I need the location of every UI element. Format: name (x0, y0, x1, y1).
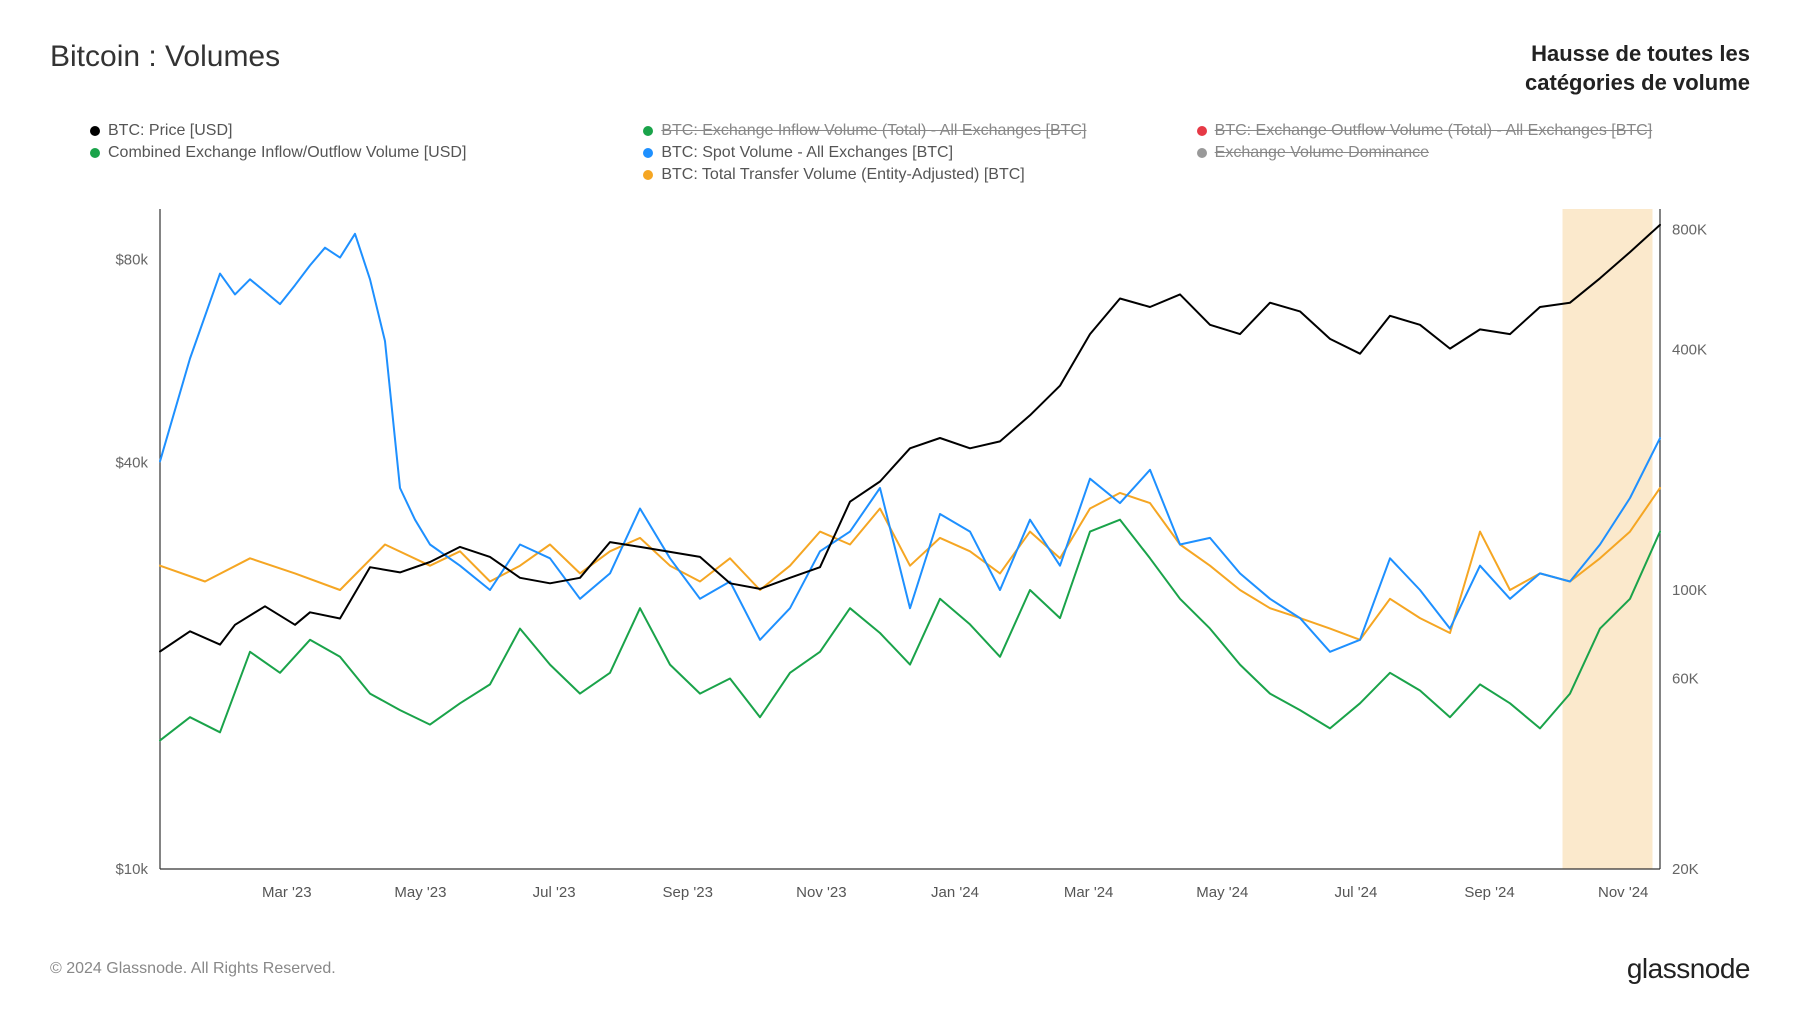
y-right-tick-label: 60K (1672, 671, 1699, 688)
y-left-tick-label: $10k (115, 861, 148, 878)
legend-swatch (643, 148, 653, 158)
legend-swatch (1197, 148, 1207, 158)
y-right-tick-label: 20K (1672, 861, 1699, 878)
legend-item[interactable]: Exchange Volume Dominance (1197, 144, 1730, 162)
y-left-tick-label: $40k (115, 455, 148, 472)
legend-swatch (1197, 126, 1207, 136)
legend-label: BTC: Exchange Outflow Volume (Total) - A… (1215, 122, 1653, 140)
line-chart-svg: $10k $40k $80k 20K 60K 100K 400K 800K Mar '23 May… (50, 199, 1750, 929)
legend-item[interactable]: Combined Exchange Inflow/Outflow Volume … (90, 144, 623, 162)
legend-swatch (643, 170, 653, 180)
chart-subtitle: Hausse de toutes les catégories de volum… (1525, 40, 1750, 97)
legend-label: Exchange Volume Dominance (1215, 144, 1429, 162)
legend-item[interactable]: BTC: Total Transfer Volume (Entity-Adjus… (643, 166, 1176, 184)
y-right-tick-label: 400K (1672, 342, 1707, 359)
x-tick-label: Mar '24 (1064, 884, 1114, 901)
x-tick-label: Jan '24 (931, 884, 979, 901)
x-tick-label: Sep '23 (663, 884, 713, 901)
legend-swatch (643, 126, 653, 136)
x-tick-label: Jul '23 (533, 884, 576, 901)
copyright-text: © 2024 Glassnode. All Rights Reserved. (50, 960, 336, 978)
legend-label: BTC: Price [USD] (108, 122, 232, 140)
legend-label: Combined Exchange Inflow/Outflow Volume … (108, 144, 466, 162)
x-tick-label: Sep '24 (1464, 884, 1514, 901)
x-tick-label: Jul '24 (1334, 884, 1377, 901)
y-left-tick-label: $80k (115, 252, 148, 269)
legend-swatch (90, 148, 100, 158)
x-tick-label: Mar '23 (262, 884, 312, 901)
legend-item[interactable]: BTC: Exchange Outflow Volume (Total) - A… (1197, 122, 1730, 140)
legend-item[interactable]: BTC: Spot Volume - All Exchanges [BTC] (643, 144, 1176, 162)
legend-label: BTC: Exchange Inflow Volume (Total) - Al… (661, 122, 1086, 140)
chart-legend: BTC: Price [USD] BTC: Exchange Inflow Vol… (0, 107, 1800, 189)
x-tick-label: May '24 (1196, 884, 1248, 901)
legend-swatch (90, 126, 100, 136)
highlight-band (1563, 209, 1653, 869)
series-combined-green (160, 520, 1660, 741)
brand-logo: glassnode (1627, 953, 1750, 985)
legend-item[interactable] (90, 166, 623, 184)
series-transfer-orange (160, 488, 1660, 640)
legend-item[interactable]: BTC: Price [USD] (90, 122, 623, 140)
x-tick-label: Nov '23 (796, 884, 846, 901)
y-right-tick-label: 100K (1672, 582, 1707, 599)
chart-title: Bitcoin : Volumes (50, 40, 280, 74)
chart-area: $10k $40k $80k 20K 60K 100K 400K 800K Mar '23 May… (50, 199, 1750, 929)
y-right-tick-label: 800K (1672, 222, 1707, 239)
series-spot-blue (160, 234, 1660, 652)
series-price-black (160, 225, 1660, 652)
x-tick-label: Nov '24 (1598, 884, 1648, 901)
legend-item[interactable]: BTC: Exchange Inflow Volume (Total) - Al… (643, 122, 1176, 140)
legend-label: BTC: Total Transfer Volume (Entity-Adjus… (661, 166, 1024, 184)
x-tick-label: May '23 (394, 884, 446, 901)
legend-label: BTC: Spot Volume - All Exchanges [BTC] (661, 144, 953, 162)
